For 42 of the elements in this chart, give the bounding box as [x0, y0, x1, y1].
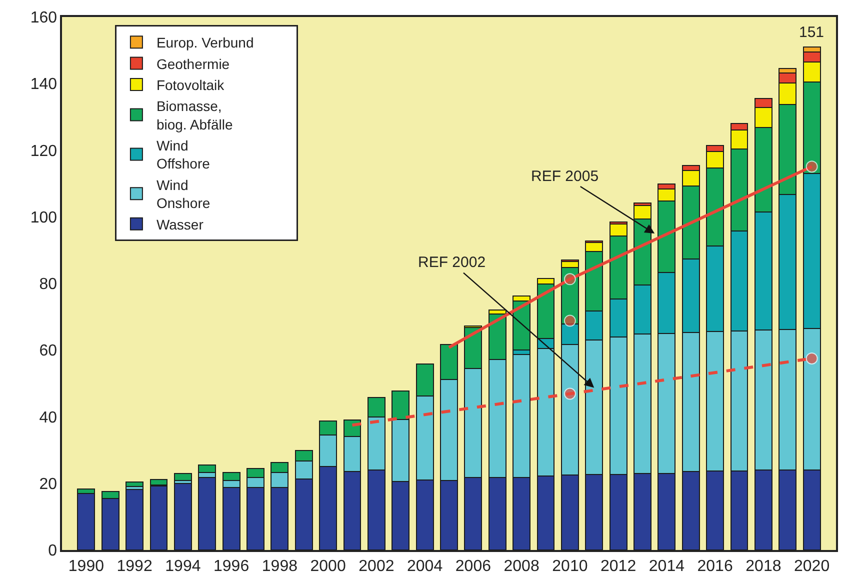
legend-label: Wind Offshore: [156, 138, 210, 172]
y-tick-label: 60: [39, 342, 58, 360]
y-tick-label: 100: [30, 209, 58, 226]
x-tick-label: 2014: [648, 558, 685, 575]
y-tick-label: 0: [48, 542, 58, 560]
annotation: REF 2002: [418, 254, 486, 271]
point: [564, 388, 576, 400]
x-tick-label: 2008: [504, 558, 540, 575]
x-tick-label: 1998: [262, 558, 298, 575]
x-tick-label: 1992: [116, 558, 152, 575]
x-tick-label: 1994: [165, 558, 201, 575]
y-tick-label: 20: [39, 476, 58, 493]
point: [806, 160, 818, 173]
x-tick-label: 2016: [697, 558, 733, 575]
point: [564, 314, 576, 327]
total-label: 151: [799, 24, 824, 41]
annotation: REF 2005: [531, 168, 599, 185]
x-tick-label: 1996: [214, 558, 250, 575]
x-tick-label: 2010: [552, 558, 588, 575]
x-tick-label: 2002: [358, 558, 394, 575]
legend-label: Wind Onshore: [156, 176, 210, 212]
x-tick-label: 2018: [746, 558, 782, 575]
bar: [126, 482, 144, 488]
legend-label: Europ. Verbund: [156, 34, 254, 51]
x-tick-label: 1990: [68, 558, 104, 575]
y-tick-label: 140: [30, 76, 58, 94]
legend-label: Geothermie: [156, 56, 230, 72]
point: [806, 352, 818, 364]
y-tick-label: 120: [30, 142, 58, 160]
bar: [174, 472, 192, 482]
x-tick-label: 2006: [455, 558, 492, 575]
x-tick-label: 2004: [407, 558, 443, 575]
legend-label: Biomasse, biog. Abfälle: [156, 98, 233, 132]
y-tick-label: 40: [39, 409, 58, 426]
x-tick-label: 2012: [600, 558, 636, 575]
point: [564, 273, 576, 286]
legend-label: Fotovoltaik: [156, 76, 226, 93]
x-tick-label: 2020: [794, 558, 830, 575]
legend-label: Wasser: [156, 216, 204, 232]
y-tick-label: 160: [30, 10, 58, 27]
y-tick-label: 80: [39, 276, 58, 294]
x-tick-label: 2000: [310, 558, 346, 575]
